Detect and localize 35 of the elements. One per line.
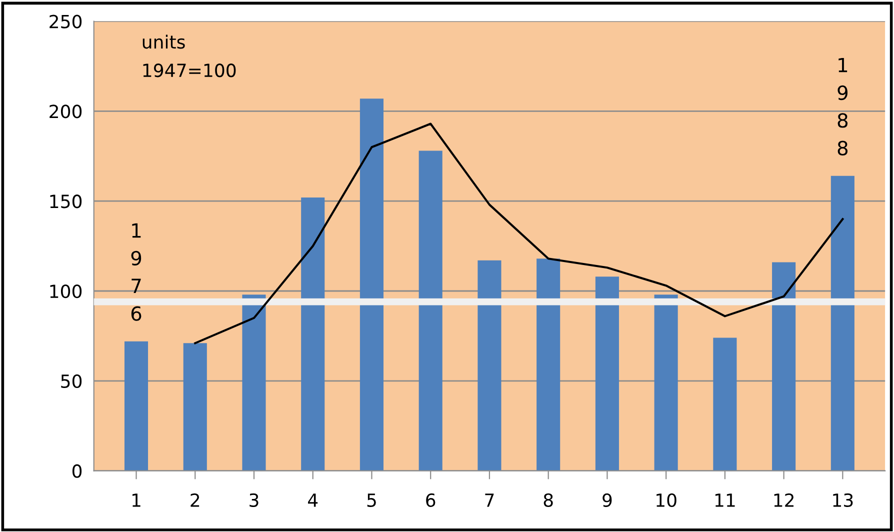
x-tick-label: 8 <box>544 493 553 508</box>
bar <box>536 258 560 471</box>
annotation: 1988 <box>838 58 848 156</box>
y-tick-label: 0 <box>72 464 82 478</box>
bar <box>360 98 384 471</box>
bar <box>595 276 619 471</box>
y-tick-label: 200 <box>50 104 82 118</box>
bar <box>124 341 148 471</box>
x-tick-label: 13 <box>833 493 853 508</box>
bar <box>830 176 854 471</box>
x-tick-label: 1 <box>132 494 140 507</box>
x-tick-label: 3 <box>250 493 258 508</box>
annotation: units 1947=100 <box>142 34 236 78</box>
x-tick-label: 4 <box>308 494 318 507</box>
annotation: 1976 <box>131 223 142 321</box>
x-tick-label: 5 <box>367 494 376 508</box>
x-tick-label: 12 <box>774 493 794 507</box>
bar <box>772 262 796 471</box>
y-tick-label: 50 <box>61 374 82 388</box>
bar <box>418 150 442 471</box>
bar <box>301 198 325 471</box>
x-tick-label: 11 <box>715 494 735 507</box>
x-tick-label: 9 <box>602 493 612 508</box>
y-tick-label: 150 <box>50 194 82 208</box>
bar <box>713 338 737 471</box>
x-tick-label: 10 <box>656 493 676 508</box>
bar <box>183 343 207 471</box>
y-tick-label: 250 <box>50 14 82 28</box>
bar <box>654 294 678 471</box>
y-tick-label: 100 <box>50 284 82 298</box>
bar <box>478 260 502 471</box>
bar <box>242 294 266 471</box>
x-tick-label: 6 <box>426 493 436 508</box>
x-tick-label: 2 <box>190 493 200 507</box>
x-tick-label: 7 <box>485 494 494 507</box>
